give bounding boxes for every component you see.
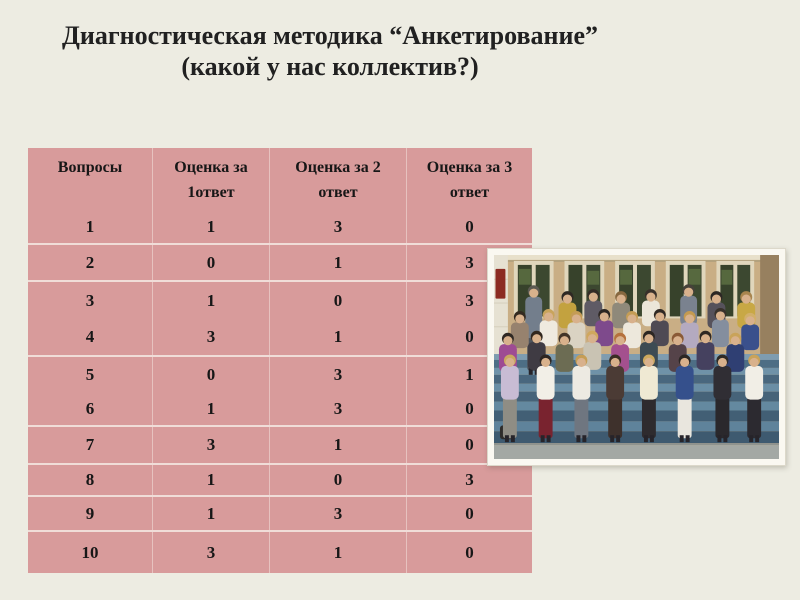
cell-score-1: 3 — [153, 319, 270, 355]
staff-photo-graphic — [494, 255, 779, 459]
cell-question: 1 — [28, 210, 153, 243]
cell-score-3: 3 — [465, 252, 474, 272]
table-row: 2 0 1 3 — [28, 245, 532, 282]
cell-score-3: 0 — [465, 216, 474, 236]
cell-score-3: 0 — [465, 398, 474, 418]
cell-question: 9 — [28, 497, 153, 530]
cell-score-3: 1 — [465, 364, 474, 384]
cell-score-2: 3 — [270, 210, 407, 243]
red-signboard — [495, 268, 506, 299]
cell-score-3: 0 — [465, 435, 474, 454]
cell-score-1: 1 — [153, 497, 270, 530]
photo-figures — [498, 284, 764, 443]
header-cell-answer-3: Оценка за 3 ответ — [426, 159, 513, 201]
cell-score-2: 0 — [270, 282, 407, 319]
cell-score-1: 1 — [153, 392, 270, 425]
cell-score-3: 0 — [465, 542, 474, 562]
cell-question: 3 — [28, 282, 153, 319]
cell-score-3: 0 — [465, 327, 474, 346]
left-wall — [494, 255, 508, 357]
table-row: 3 1 0 3 — [28, 282, 532, 319]
cell-score-1: 1 — [153, 282, 270, 319]
table-row: 8 1 0 3 — [28, 465, 532, 497]
cell-score-3: 3 — [465, 470, 474, 489]
cell-score-2: 1 — [270, 532, 407, 573]
cell-score-2: 1 — [270, 427, 407, 463]
cell-question: 10 — [28, 532, 153, 573]
cell-question: 7 — [28, 427, 153, 463]
cell-score-1: 1 — [153, 465, 270, 495]
table-row: 1 1 3 0 — [28, 210, 532, 245]
table-row: 5 0 3 1 — [28, 357, 532, 392]
cell-score-2: 1 — [270, 319, 407, 355]
table-row: 6 1 3 0 — [28, 392, 532, 427]
cell-score-2: 1 — [270, 245, 407, 280]
header-cell-answer-1: Оценка за 1ответ — [153, 148, 270, 210]
cell-question: 4 — [28, 319, 153, 355]
cell-score-3: 0 — [465, 503, 474, 523]
cell-score-3: 3 — [465, 290, 474, 310]
cell-score-1: 3 — [153, 427, 270, 463]
slide-title-line-1: Диагностическая методика “Анкетирование” — [61, 21, 599, 50]
slide-title: Диагностическая методика “Анкетирование”… — [15, 20, 645, 82]
entrance-steps — [494, 354, 779, 459]
scores-table: Вопросы Оценка за 1ответ Оценка за 2 отв… — [28, 148, 532, 573]
cell-score-2: 0 — [270, 465, 407, 495]
cell-question: 6 — [28, 392, 153, 425]
cell-score-1: 1 — [153, 210, 270, 243]
cell-score-1: 0 — [153, 357, 270, 392]
staff-photo — [487, 248, 786, 466]
header-cell-answer-2: Оценка за 2 ответ — [270, 148, 407, 210]
cell-score-2: 3 — [270, 357, 407, 392]
slide-title-line-2: (какой у нас коллектив?) — [181, 52, 479, 81]
cell-question: 2 — [28, 245, 153, 280]
table-row: 4 3 1 0 — [28, 319, 532, 357]
cell-score-2: 3 — [270, 497, 407, 530]
table-row: 10 3 1 0 — [28, 532, 532, 573]
cell-score-1: 0 — [153, 245, 270, 280]
table-header-row: Вопросы Оценка за 1ответ Оценка за 2 отв… — [28, 148, 532, 210]
cell-score-1: 3 — [153, 532, 270, 573]
table-row: 7 3 1 0 — [28, 427, 532, 465]
cell-score-2: 3 — [270, 392, 407, 425]
header-cell-questions: Вопросы — [28, 148, 153, 210]
cell-question: 5 — [28, 357, 153, 392]
table-row: 9 1 3 0 — [28, 497, 532, 532]
cell-question: 8 — [28, 465, 153, 495]
